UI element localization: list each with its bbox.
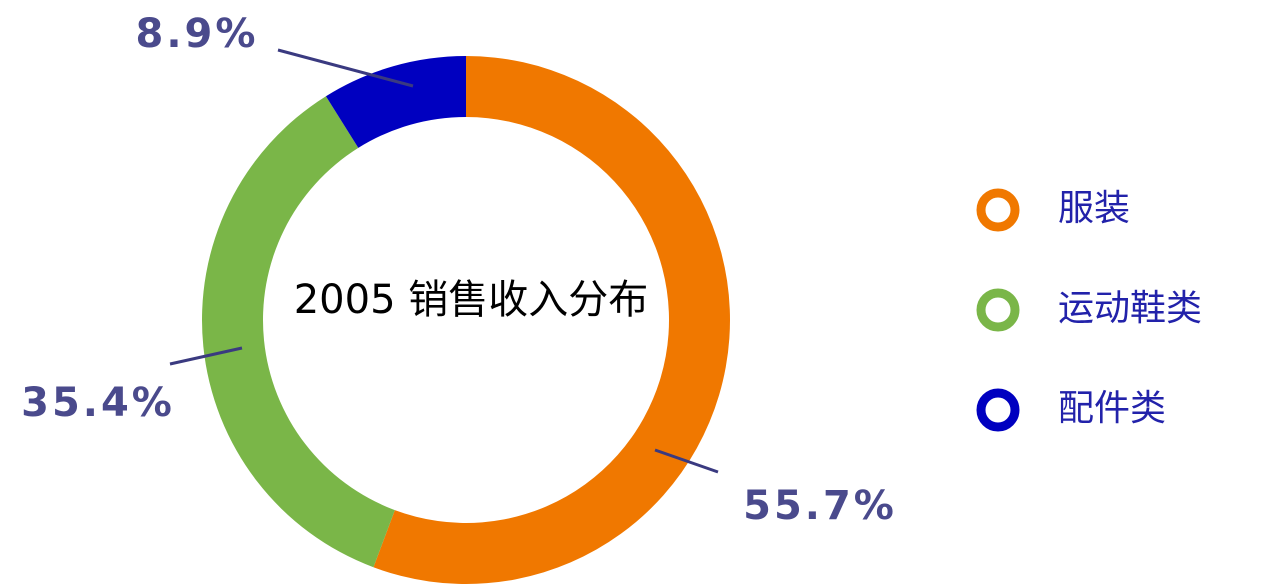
chart-title: 2005 销售收入分布 bbox=[293, 277, 649, 323]
donut-segment bbox=[373, 56, 731, 584]
legend-label: 运动鞋类 bbox=[1058, 288, 1202, 329]
legend-marker bbox=[976, 188, 1020, 232]
legend-marker bbox=[976, 388, 1020, 432]
donut-segment bbox=[202, 96, 395, 568]
value-label: 55.7% bbox=[743, 483, 897, 529]
value-label: 35.4% bbox=[21, 380, 175, 426]
leader-line bbox=[277, 48, 414, 88]
legend-label: 服装 bbox=[1058, 188, 1130, 229]
legend-marker bbox=[976, 288, 1020, 332]
leader-line bbox=[169, 346, 243, 366]
leader-line bbox=[654, 448, 719, 474]
value-label: 8.9% bbox=[136, 11, 259, 57]
donut-segment bbox=[325, 56, 466, 148]
legend-label: 配件类 bbox=[1058, 388, 1166, 429]
